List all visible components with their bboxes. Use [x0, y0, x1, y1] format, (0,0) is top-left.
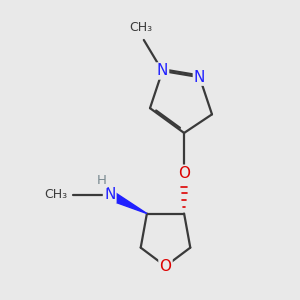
Text: O: O [178, 166, 190, 181]
Text: CH₃: CH₃ [129, 21, 152, 34]
Text: CH₃: CH₃ [45, 188, 68, 201]
Text: N: N [104, 188, 116, 202]
Text: O: O [160, 259, 172, 274]
Text: H: H [97, 175, 107, 188]
Text: N: N [194, 70, 205, 85]
Text: N: N [157, 64, 168, 79]
Polygon shape [107, 190, 147, 214]
